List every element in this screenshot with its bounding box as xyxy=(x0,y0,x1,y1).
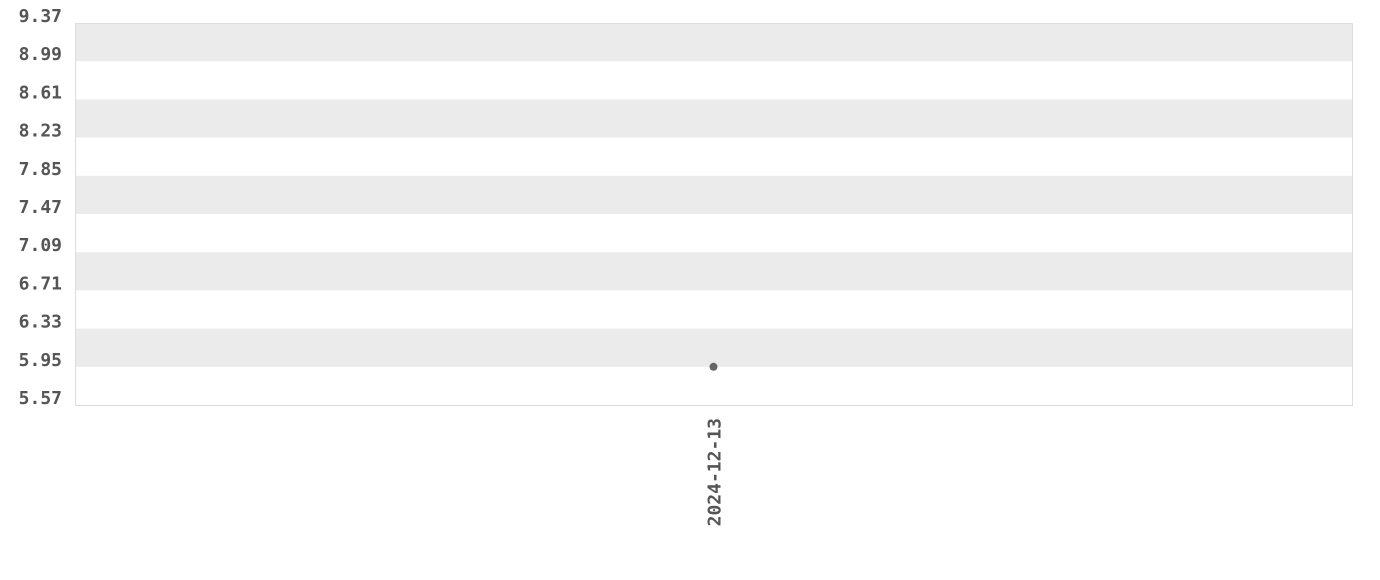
y-tick-label: 7.85 xyxy=(19,159,62,180)
y-tick-label: 9.37 xyxy=(19,6,62,27)
y-tick-label: 8.23 xyxy=(19,121,62,142)
grid-band xyxy=(75,23,1352,62)
grid-band xyxy=(75,328,1352,367)
y-tick-label: 6.33 xyxy=(19,312,62,333)
y-tick-label: 8.99 xyxy=(19,44,62,65)
grid-band xyxy=(75,175,1352,214)
grid-band xyxy=(75,99,1352,138)
y-tick-label: 7.47 xyxy=(19,197,62,218)
data-points xyxy=(709,362,718,371)
y-tick-label: 8.61 xyxy=(19,82,62,103)
background-bands xyxy=(75,23,1352,367)
y-tick-label: 7.09 xyxy=(19,235,62,256)
data-point xyxy=(709,362,718,371)
y-tick-label: 5.57 xyxy=(19,388,62,409)
y-tick-label: 5.95 xyxy=(19,350,62,371)
y-axis: 9.37 8.99 8.61 8.23 7.85 7.47 7.09 6.71 6.33 5.95… xyxy=(19,6,62,409)
y-tick-label: 6.71 xyxy=(19,273,62,294)
grid-band xyxy=(75,252,1352,291)
x-axis: 2024-12-13 xyxy=(705,418,726,526)
x-tick-label: 2024-12-13 xyxy=(705,418,726,526)
plot-area-border xyxy=(75,23,1353,406)
